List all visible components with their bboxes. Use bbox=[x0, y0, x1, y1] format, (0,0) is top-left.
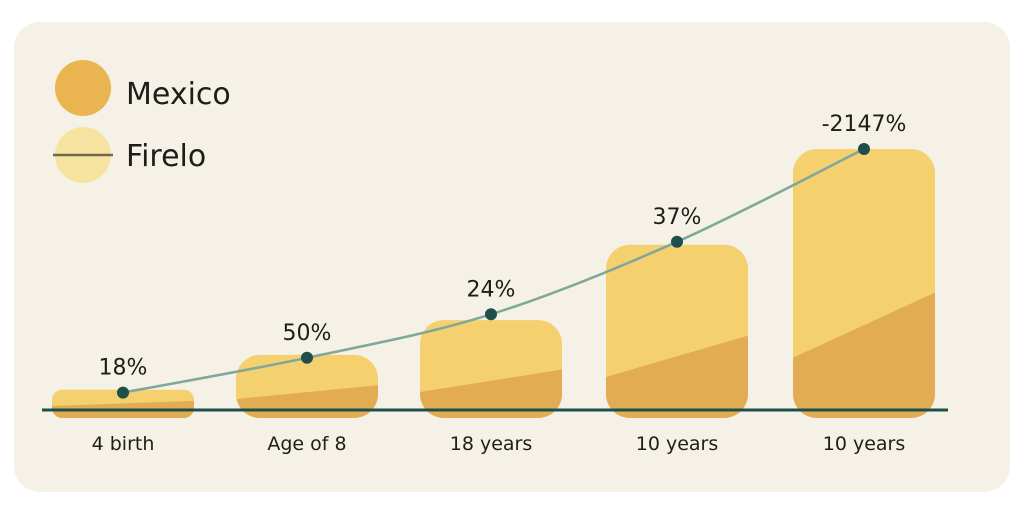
bar-dark-face bbox=[420, 369, 562, 419]
legend-swatch-mexico bbox=[55, 60, 111, 116]
x-tick-labels-layer: 4 birth Age of 8 18 years 10 years 10 years bbox=[92, 433, 906, 455]
x-tick-label-3: 18 years bbox=[450, 433, 533, 455]
bars-layer bbox=[52, 149, 935, 419]
line-marker-1 bbox=[117, 386, 129, 399]
x-tick-label-4: 10 years bbox=[636, 433, 719, 455]
x-tick-label-2: Age of 8 bbox=[267, 433, 346, 455]
legend: Mexico Firelo bbox=[53, 60, 231, 183]
data-label-5: -2147% bbox=[822, 112, 907, 137]
bar-5 bbox=[793, 149, 935, 418]
line-marker-4 bbox=[671, 235, 683, 248]
x-tick-label-5: 10 years bbox=[823, 433, 906, 455]
line-marker-3 bbox=[485, 308, 497, 321]
bar-3 bbox=[420, 320, 562, 419]
bar-dark-face bbox=[606, 335, 748, 418]
line-marker-5 bbox=[858, 143, 870, 155]
data-label-2: 50% bbox=[283, 321, 332, 346]
data-labels-layer: 18% 50% 24% 37% -2147% bbox=[99, 112, 907, 381]
bar-dark-face bbox=[793, 292, 935, 418]
data-label-3: 24% bbox=[467, 277, 516, 302]
line-marker-2 bbox=[301, 351, 313, 364]
legend-label-firelo: Firelo bbox=[126, 139, 206, 174]
data-label-1: 18% bbox=[99, 356, 148, 381]
data-label-4: 37% bbox=[653, 205, 702, 230]
bar-4 bbox=[606, 244, 748, 418]
markers-layer bbox=[117, 143, 870, 399]
legend-label-mexico: Mexico bbox=[126, 77, 231, 112]
x-tick-label-1: 4 birth bbox=[92, 433, 155, 455]
